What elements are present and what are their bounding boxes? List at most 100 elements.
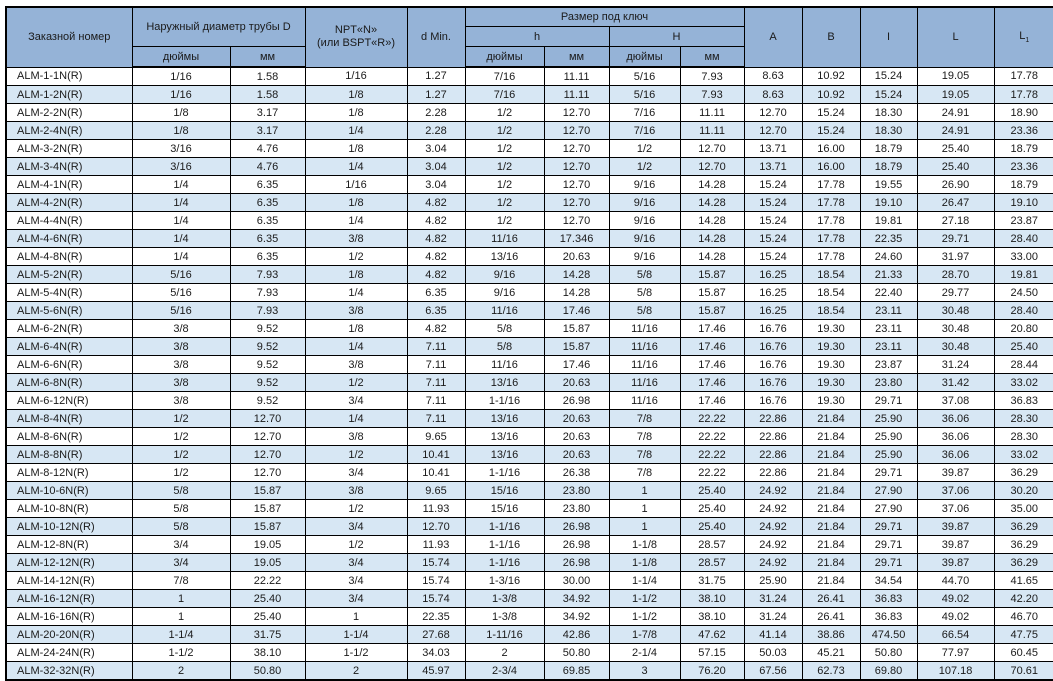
value-cell: 6.35	[229, 211, 306, 230]
value-cell: 1.58	[229, 85, 306, 104]
value-cell: 5/8	[608, 283, 681, 302]
value-cell: 1/2	[304, 445, 408, 464]
value-cell: 9.65	[406, 481, 466, 500]
value-cell: 46.70	[993, 607, 1053, 626]
value-cell: 18.30	[859, 103, 918, 122]
table-row: ALM-5-4N(R) 5/16 7.93 1/4 6.35 9/16 14.28 5/8 15…	[5, 283, 1053, 302]
value-cell: 18.79	[993, 175, 1053, 194]
order-number-cell: ALM-3-4N(R)	[5, 157, 133, 176]
value-cell: 9/16	[608, 229, 681, 248]
value-cell: 2	[464, 643, 545, 662]
value-cell: 5/8	[608, 301, 681, 320]
value-cell: 18.54	[801, 283, 861, 302]
order-number-cell: ALM-6-6N(R)	[5, 355, 133, 374]
header-col-b: B	[801, 6, 861, 68]
order-number-cell: ALM-1-2N(R)	[5, 85, 133, 104]
value-cell: 41.65	[993, 571, 1053, 590]
value-cell: 5/16	[131, 301, 231, 320]
value-cell: 5/8	[131, 481, 231, 500]
order-number-cell: ALM-24-24N(R)	[5, 643, 133, 662]
value-cell: 36.83	[859, 589, 918, 608]
value-cell: 18.90	[993, 103, 1053, 122]
value-cell: 5/8	[464, 319, 545, 338]
value-cell: 42.86	[543, 625, 610, 644]
value-cell: 17.78	[993, 66, 1053, 86]
header-outer-diameter-group: Наружный диаметр трубы D	[131, 6, 306, 47]
value-cell: 25.90	[859, 445, 918, 464]
value-cell: 2	[304, 661, 408, 681]
header-col-a: A	[743, 6, 803, 68]
value-cell: 27.18	[916, 211, 995, 230]
value-cell: 38.10	[679, 607, 745, 626]
value-cell: 26.98	[543, 517, 610, 536]
value-cell: 16.25	[743, 301, 803, 320]
value-cell: 20.63	[543, 373, 610, 392]
value-cell: 26.98	[543, 535, 610, 554]
value-cell: 24.50	[993, 283, 1053, 302]
value-cell: 47.75	[993, 625, 1053, 644]
value-cell: 1-1/16	[464, 553, 545, 572]
value-cell: 15.87	[679, 301, 745, 320]
value-cell: 38.10	[229, 643, 306, 662]
value-cell: 3/8	[304, 229, 408, 248]
order-number-cell: ALM-4-1N(R)	[5, 175, 133, 194]
value-cell: 23.36	[993, 157, 1053, 176]
value-cell: 21.84	[801, 553, 861, 572]
value-cell: 1/4	[131, 211, 231, 230]
order-number-cell: ALM-16-12N(R)	[5, 589, 133, 608]
value-cell: 12.70	[229, 463, 306, 482]
value-cell: 7/16	[608, 121, 681, 140]
value-cell: 25.40	[993, 337, 1053, 356]
value-cell: 20.80	[993, 319, 1053, 338]
header-cap-h-inches: дюймы	[608, 46, 681, 68]
value-cell: 1	[304, 607, 408, 626]
value-cell: 1/2	[304, 373, 408, 392]
value-cell: 19.05	[916, 85, 995, 104]
order-number-cell: ALM-20-20N(R)	[5, 625, 133, 644]
value-cell: 1-1/16	[464, 517, 545, 536]
order-number-cell: ALM-4-2N(R)	[5, 193, 133, 212]
value-cell: 7/8	[131, 571, 231, 590]
value-cell: 23.11	[859, 319, 918, 338]
value-cell: 22.86	[743, 445, 803, 464]
value-cell: 12.70	[743, 103, 803, 122]
value-cell: 34.03	[406, 643, 466, 662]
table-row: ALM-4-4N(R) 1/4 6.35 1/4 4.82 1/2 12.70 9/16 14.…	[5, 211, 1053, 230]
value-cell: 3/4	[131, 553, 231, 572]
value-cell: 3.04	[406, 139, 466, 158]
value-cell: 1/4	[131, 229, 231, 248]
value-cell: 15.87	[229, 481, 306, 500]
dimension-table-container: Заказной номер Наружный диаметр трубы D …	[5, 6, 1053, 681]
table-row: ALM-2-4N(R) 1/8 3.17 1/4 2.28 1/2 12.70 7/16 11.…	[5, 121, 1053, 140]
value-cell: 1/2	[464, 157, 545, 176]
value-cell: 69.85	[543, 661, 610, 681]
value-cell: 36.29	[993, 517, 1053, 536]
value-cell: 9.52	[229, 337, 306, 356]
table-row: ALM-16-12N(R) 1 25.40 3/4 15.74 1-3/8 34.92 1-1…	[5, 589, 1053, 608]
value-cell: 1/2	[304, 499, 408, 518]
header-diameter-inches: дюймы	[131, 46, 231, 68]
value-cell: 5/16	[608, 66, 681, 86]
value-cell: 15.87	[679, 265, 745, 284]
value-cell: 14.28	[543, 283, 610, 302]
value-cell: 1.58	[229, 66, 306, 86]
value-cell: 15.24	[743, 193, 803, 212]
value-cell: 17.46	[679, 373, 745, 392]
table-row: ALM-4-1N(R) 1/4 6.35 1/16 3.04 1/2 12.70 9/16 14…	[5, 175, 1053, 194]
value-cell: 12.70	[229, 445, 306, 464]
value-cell: 12.70	[543, 103, 610, 122]
value-cell: 17.46	[679, 391, 745, 410]
value-cell: 21.84	[801, 535, 861, 554]
value-cell: 42.20	[993, 589, 1053, 608]
value-cell: 13.71	[743, 139, 803, 158]
order-number-cell: ALM-8-8N(R)	[5, 445, 133, 464]
value-cell: 29.71	[859, 391, 918, 410]
value-cell: 10.92	[801, 85, 861, 104]
value-cell: 12.70	[543, 157, 610, 176]
value-cell: 14.28	[679, 229, 745, 248]
value-cell: 1	[608, 481, 681, 500]
value-cell: 12.70	[406, 517, 466, 536]
order-number-cell: ALM-6-4N(R)	[5, 337, 133, 356]
value-cell: 28.30	[993, 427, 1053, 446]
value-cell: 22.86	[743, 409, 803, 428]
